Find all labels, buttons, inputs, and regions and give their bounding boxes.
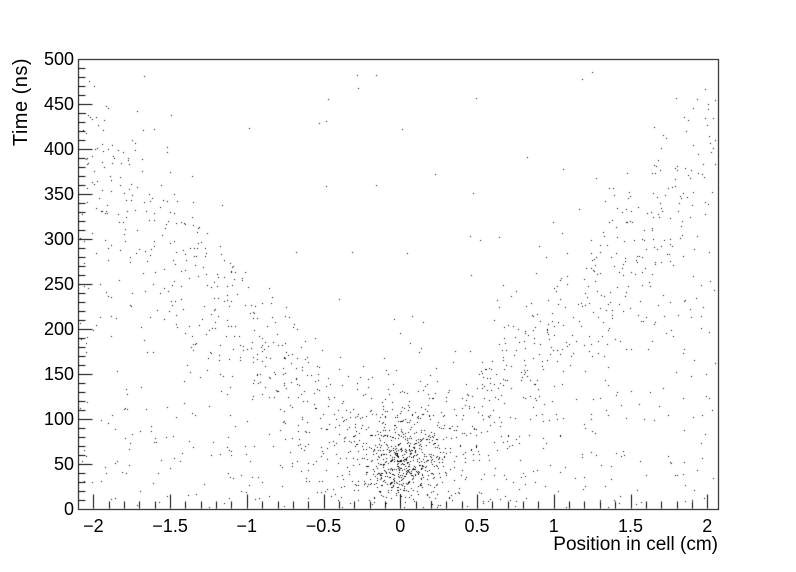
- y-tick-label: 0: [63, 499, 74, 519]
- y-tick-label: 100: [43, 409, 74, 429]
- y-tick-label: 400: [43, 139, 74, 159]
- y-tick-label: 150: [43, 364, 74, 384]
- x-tick-label: 0: [395, 516, 406, 536]
- y-tick-label: 50: [53, 454, 74, 474]
- y-tick-label: 350: [43, 184, 74, 204]
- x-tick-label: 2: [702, 516, 713, 536]
- y-axis-title: Time (ns): [10, 57, 32, 147]
- x-tick-label: 0.5: [464, 516, 490, 536]
- x-tick-label: 1: [548, 516, 559, 536]
- x-tick-label: −1: [236, 516, 258, 536]
- x-tick-label: −1.5: [152, 516, 188, 536]
- x-tick-label: 1.5: [618, 516, 644, 536]
- y-tick-label: 250: [43, 274, 74, 294]
- y-tick-label: 300: [43, 229, 74, 249]
- y-tick-label: 500: [43, 49, 74, 69]
- y-tick-label: 200: [43, 319, 74, 339]
- x-tick-label: −0.5: [305, 516, 342, 536]
- y-tick-label: 450: [43, 94, 74, 114]
- x-axis-title: Position in cell (cm): [553, 534, 718, 555]
- x-tick-label: −2: [83, 516, 104, 536]
